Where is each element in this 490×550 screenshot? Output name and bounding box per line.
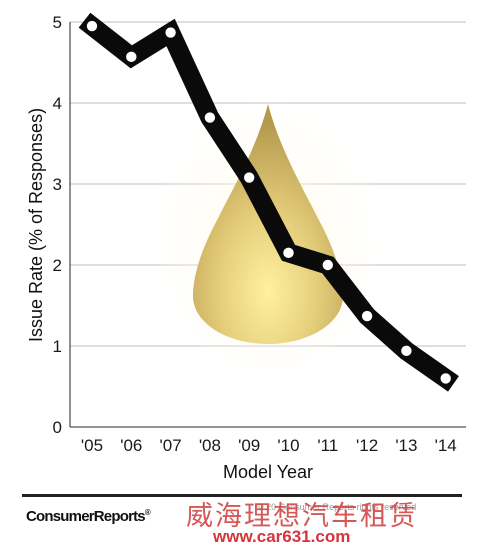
x-tick-label: '12 bbox=[356, 436, 378, 455]
data-point bbox=[126, 51, 137, 63]
x-tick-label: '05 bbox=[81, 436, 103, 455]
copyright-text: © 20 Consumer Reports rights reserved bbox=[257, 502, 417, 512]
x-tick-label: '11 bbox=[317, 436, 338, 455]
x-axis-title: Model Year bbox=[223, 462, 313, 482]
axes: 0 1 2 3 4 5 '05 '06 '07 '08 '09 '10 '11 '12 '13 '14 bbox=[53, 13, 466, 455]
watermark-text: 威海理想汽车租赁 bbox=[186, 501, 418, 532]
y-tick-label: 2 bbox=[53, 256, 62, 275]
data-point bbox=[86, 20, 98, 32]
x-tick-label: '10 bbox=[277, 436, 299, 455]
data-point bbox=[204, 112, 216, 123]
data-point bbox=[283, 247, 294, 259]
y-tick-label: 3 bbox=[53, 175, 62, 194]
x-tick-label: '14 bbox=[435, 436, 457, 455]
brand-logo: ConsumerReports® bbox=[26, 508, 151, 525]
y-axis-title: Issue Rate (% of Responses) bbox=[26, 108, 46, 342]
x-tick-label: '07 bbox=[160, 436, 182, 455]
footer-rule bbox=[22, 494, 462, 497]
y-tick-label: 0 bbox=[53, 418, 62, 437]
data-point bbox=[401, 345, 412, 357]
data-point bbox=[440, 373, 451, 384]
series-layer bbox=[78, 12, 459, 392]
x-tick-label: '13 bbox=[395, 436, 417, 455]
y-tick-label: 1 bbox=[53, 337, 62, 356]
x-tick-label: '09 bbox=[238, 436, 260, 455]
y-tick-label: 5 bbox=[53, 13, 62, 32]
data-point bbox=[244, 172, 255, 183]
data-point bbox=[322, 259, 333, 271]
watermark-url: www.car631.com bbox=[213, 527, 351, 546]
data-point bbox=[361, 310, 373, 322]
data-point bbox=[165, 27, 176, 38]
x-tick-label: '08 bbox=[199, 436, 221, 455]
series-line bbox=[78, 12, 459, 392]
x-tick-label: '06 bbox=[120, 436, 142, 455]
y-tick-label: 4 bbox=[53, 94, 62, 113]
